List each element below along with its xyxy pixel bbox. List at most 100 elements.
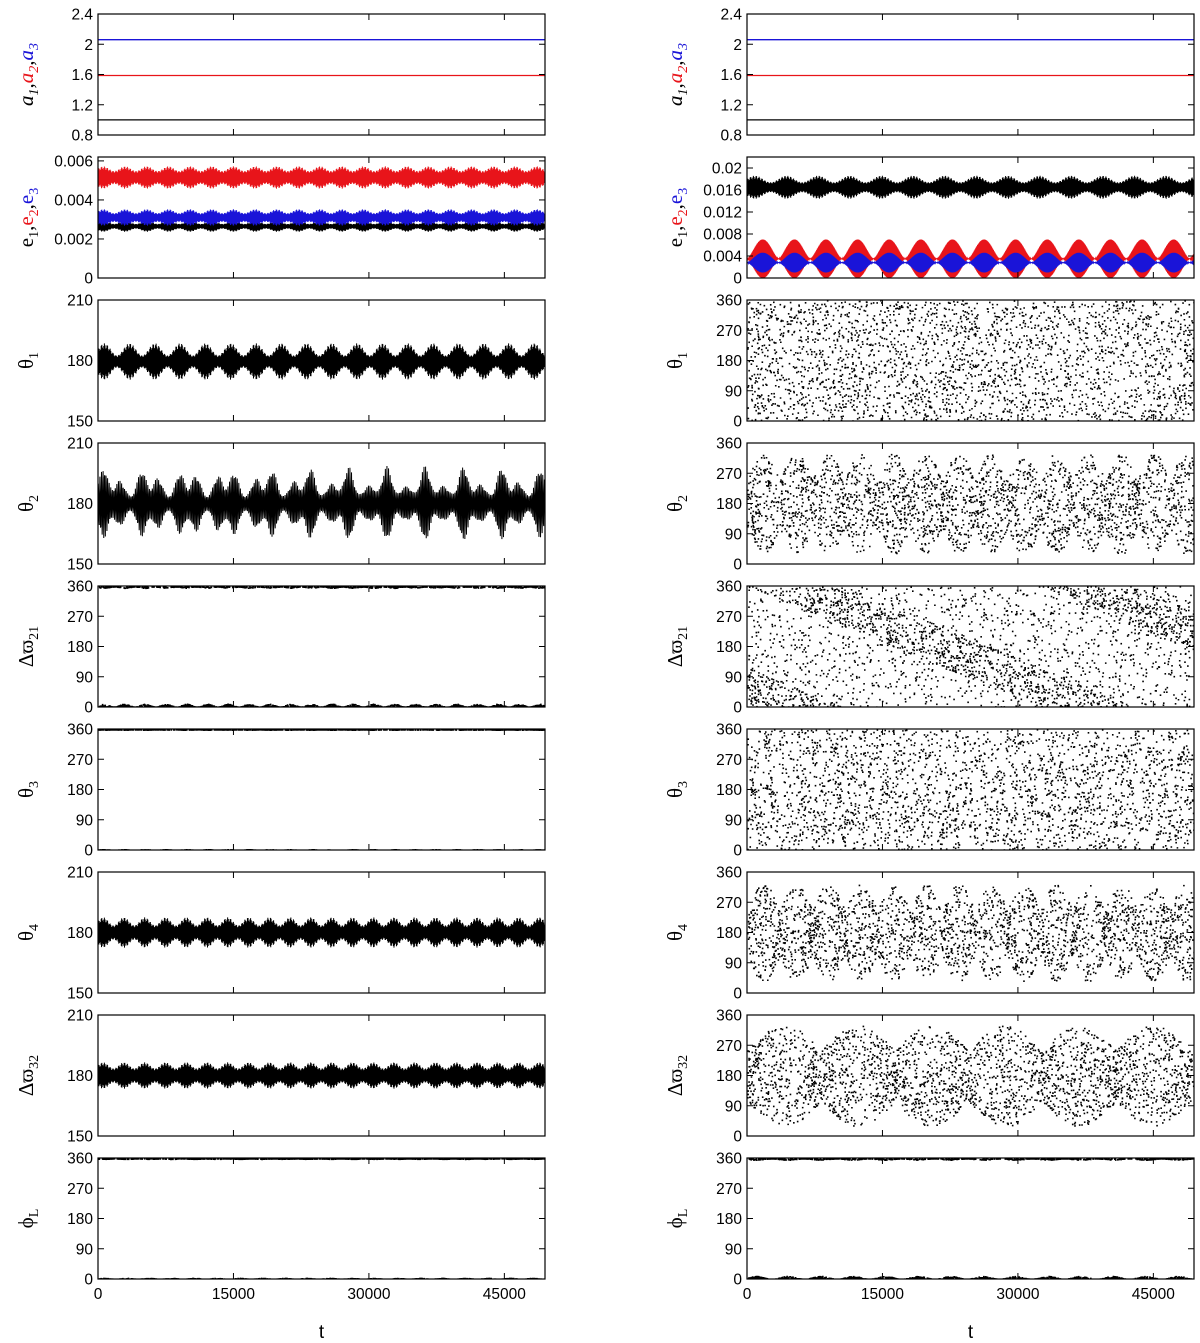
frame-R5 [746,585,1195,708]
frame-R1 [746,13,1195,136]
ylabel-sub-L8-0: 32 [27,1055,42,1069]
series-R2-blue [747,252,1194,273]
ylabel-base-R2-1: e [663,216,687,225]
ytick-label-L7-1: 180 [67,925,93,942]
series-R5-black [747,586,1194,707]
ylabel-R3: θ1 [663,352,691,369]
plot-area-L9 [98,1158,545,1279]
ylabel-sep-L2-1: , [14,204,38,209]
ylabel-base-L8-0: Δϖ [14,1069,38,1096]
ylabel-sub-R2-2: 3 [676,188,691,195]
panel-R8: 0 90 180 270 360 Δϖ32 [663,1008,1195,1146]
series-R7-black [747,884,1194,983]
frame-L6 [97,728,546,851]
ytick-label-R3-1: 90 [725,383,743,400]
ylabel-L7: θ4 [14,924,42,941]
ytick-label-L4-2: 210 [67,436,93,453]
ytick-label-R9-4: 360 [716,1151,742,1168]
ylabel-R9: ϕL [663,1209,691,1229]
ytick-label-L2-3: 0.006 [54,153,93,170]
ytick-label-R3-3: 270 [716,323,742,340]
plot-area-R3 [747,300,1194,421]
ytick-label-L5-3: 270 [67,609,93,626]
ylabel-sub-L2-2: 3 [27,188,42,195]
ylabel-base-R6-0: θ [663,788,687,798]
series-R2-black [747,175,1194,199]
ytick-label-R6-4: 360 [716,722,742,739]
ylabel-sep-R1-1: , [663,61,687,66]
plot-area-L1 [98,39,545,121]
frame-R4 [746,442,1195,565]
ylabel-L1: a1,a2,a3 [14,43,42,106]
panel-L3: 150 180 210 θ1 [14,293,546,431]
ytick-label-L6-3: 270 [67,752,93,769]
ytick-label-R7-2: 180 [716,925,742,942]
frame-R8 [746,1014,1195,1137]
ylabel-base-L1-2: a [14,50,38,61]
ylabel-sub-R9-0: L [676,1209,691,1218]
ylabel-base-L5-0: Δϖ [14,640,38,667]
ytick-label-R9-0: 0 [733,1272,742,1289]
ylabel-sub-R2-0: 1 [676,231,691,238]
ylabel-sub-L1-0: 1 [27,89,42,96]
ytick-label-L3-0: 150 [67,414,93,431]
ytick-label-R1-1: 1.2 [720,97,742,114]
ylabel-sub-R1-1: 2 [676,66,691,73]
series-R7-black-points [747,884,1194,983]
xtick-label-L9-2: 30000 [347,1286,390,1303]
series-R8-black-points [747,1025,1194,1127]
ylabel-base-L4-0: θ [14,502,38,512]
ytick-label-R8-0: 0 [733,1129,742,1146]
ylabel-base-R2-0: e [663,238,687,247]
ylabel-base-R4-0: θ [663,502,687,512]
series-R9-black [747,1158,1194,1279]
ytick-label-R8-2: 180 [716,1068,742,1085]
ytick-label-R4-4: 360 [716,436,742,453]
ylabel-base-R5-0: Δϖ [663,640,687,667]
ytick-label-L6-1: 90 [76,812,94,829]
plot-area-R9 [747,1158,1194,1279]
ytick-label-L3-1: 180 [67,353,93,370]
plot-area-L3 [98,343,545,380]
plot-area-R2 [747,175,1194,278]
ytick-label-L5-4: 360 [67,579,93,596]
ytick-label-L1-4: 2.4 [71,7,93,24]
ytick-label-L1-3: 2 [84,37,93,54]
series-L4-black [98,465,545,540]
ylabel-sub-L5-0: 21 [27,626,42,640]
ylabel-base-L2-1: e [14,216,38,225]
frame-R9 [746,1157,1195,1280]
ylabel-sub-R5-0: 21 [676,626,691,640]
ylabel-base-L1-1: a [14,73,38,84]
xtick-label-R9-3: 45000 [1132,1286,1175,1303]
ylabel-sub-L1-1: 2 [27,66,42,73]
panel-R1: 0.81.21.622.4a1,a2,a3 [663,7,1195,145]
ytick-label-R2-5: 0.02 [712,161,742,178]
ytick-label-R9-1: 90 [725,1241,743,1258]
xtick-label-R9-2: 30000 [996,1286,1039,1303]
ytick-label-R8-3: 270 [716,1038,742,1055]
ylabel-base-R2-2: e [663,195,687,204]
plot-area-R6 [747,729,1194,850]
series-R6-black-points [747,729,1194,850]
ytick-label-R5-1: 90 [725,669,743,686]
panel-L8: 150 180 210 Δϖ32 [14,1008,546,1146]
ylabel-sub-R4-0: 2 [676,495,691,502]
ylabel-base-L6-0: θ [14,788,38,798]
ytick-label-R8-4: 360 [716,1008,742,1025]
ytick-label-R4-2: 180 [716,496,742,513]
ylabel-sub-R7-0: 4 [676,924,691,931]
ytick-label-R5-0: 0 [733,700,742,717]
ylabel-R7: θ4 [663,924,691,941]
ytick-label-L5-2: 180 [67,639,93,656]
series-L5-black [98,586,545,707]
ytick-label-L6-2: 180 [67,782,93,799]
ylabel-base-L2-2: e [14,195,38,204]
xtick-label-L9-3: 45000 [483,1286,526,1303]
ytick-label-R3-0: 0 [733,414,742,431]
series-L7-black [98,917,545,948]
xlabel-left: t [319,1322,325,1343]
ytick-label-R5-2: 180 [716,639,742,656]
series-R4-black [747,453,1194,555]
